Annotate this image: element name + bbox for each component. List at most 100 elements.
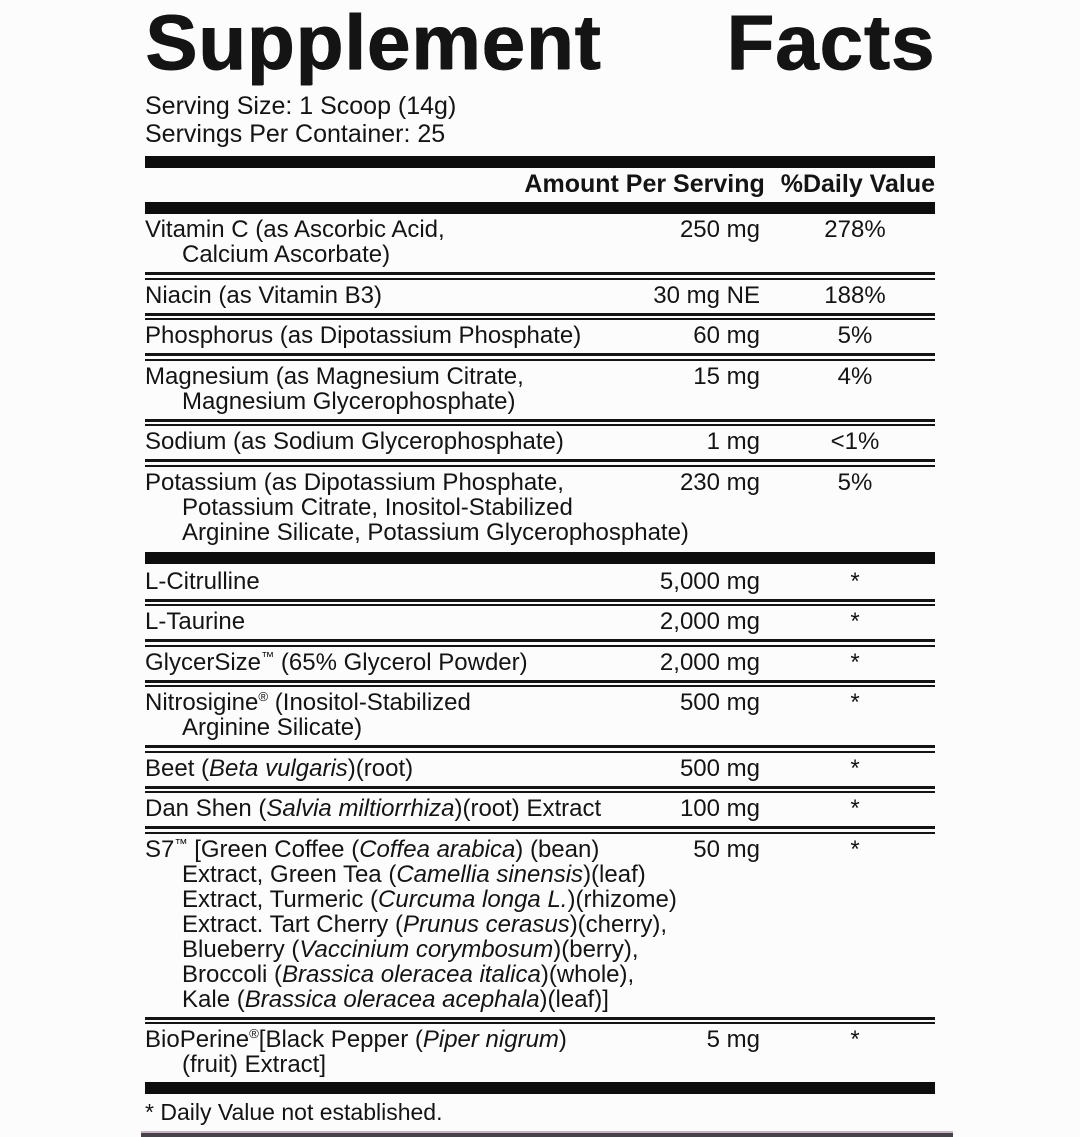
serving-info: Serving Size: 1 Scoop (14g) Servings Per… [145, 92, 935, 148]
ingredient-row: GlycerSize™ (65% Glycerol Powder) 2,000 m… [145, 647, 935, 680]
ingredient-name-line: S7™ [Green Coffee (Coffea arabica) (bean… [145, 835, 935, 863]
ingredient-row: Magnesium (as Magnesium Citrate, Magnesiu… [145, 361, 935, 419]
daily-value: * [850, 835, 860, 863]
ingredient-row: Beet (Beta vulgaris)(root) 500 mg * [145, 753, 935, 786]
daily-value: 5% [837, 322, 873, 349]
ingredient-name: Niacin (as Vitamin B3) [145, 283, 935, 308]
ingredient-name: S7™ [Green Coffee (Coffea arabica) (bean… [145, 835, 935, 1013]
amount-value: 1 mg [706, 428, 760, 455]
page-title: Supplement Facts [145, 2, 935, 82]
name-text: [Green Coffee ( [187, 835, 360, 863]
ingredient-name-line: Vitamin C (as Ascorbic Acid, [145, 217, 935, 242]
name-text: Potassium (as Dipotassium Phosphate, [145, 468, 564, 496]
ingredient-row: Vitamin C (as Ascorbic Acid, Calcium Asco… [145, 214, 935, 272]
name-text: L-Citrulline [145, 567, 260, 595]
name-text: )(root) Extract [454, 795, 602, 822]
ingredient-row: L-Taurine 2,000 mg * [145, 606, 935, 639]
botanical-name: Coffea arabica [359, 835, 516, 863]
label-bottom-edge [141, 1131, 953, 1137]
botanical-name: Vaccinium corymbosum [299, 935, 554, 963]
ingredient-name: L-Citrulline [145, 569, 935, 594]
amount-value: 500 mg [679, 689, 760, 716]
ingredient-row: Potassium (as Dipotassium Phosphate, Pota… [145, 467, 935, 550]
ingredient-name-line: BioPerine®[Black Pepper (Piper nigrum) [145, 1027, 935, 1052]
name-text: L-Taurine [145, 608, 246, 635]
name-text: Extract. Tart Cherry ( [182, 910, 403, 938]
name-text: Nitrosigine [145, 689, 259, 716]
name-text: (Inositol-Stabilized [268, 689, 471, 716]
ingredient-name-line: Beet (Beta vulgaris)(root) [145, 756, 935, 781]
name-text: S7 [145, 835, 175, 863]
botanical-name: Curcuma longa L. [378, 885, 568, 913]
column-header: Amount Per Serving %Daily Value [145, 168, 935, 202]
title-word: Facts [726, 0, 935, 86]
daily-value: * [850, 648, 860, 676]
amount-value: 230 mg [679, 468, 760, 496]
daily-value: 278% [824, 216, 886, 243]
ingredient-name-line: L-Taurine [145, 609, 935, 634]
ingredient-name-line: Calcium Ascorbate) [145, 242, 935, 267]
row-separator [145, 826, 935, 834]
amount-value: 2,000 mg [659, 608, 760, 635]
ingredient-name-line: Dan Shen (Salvia miltiorrhiza)(root) Ext… [145, 796, 935, 821]
ingredient-name: L-Taurine [145, 609, 935, 634]
name-text: Arginine Silicate) [182, 714, 363, 741]
name-text: Magnesium (as Magnesium Citrate, [145, 362, 524, 390]
ingredient-name-line: Nitrosigine® (Inositol-Stabilized [145, 690, 935, 715]
name-text: [Black Pepper ( [258, 1026, 423, 1053]
ingredient-name-line: Extract, Green Tea (Camellia sinensis)(l… [145, 862, 935, 887]
row-separator [145, 418, 935, 426]
amount-value: 30 mg NE [653, 281, 760, 309]
servings-per-container: Servings Per Container: 25 [145, 120, 446, 148]
ingredient-name: Dan Shen (Salvia miltiorrhiza)(root) Ext… [145, 796, 935, 821]
ingredient-name: Phosphorus (as Dipotassium Phosphate) [145, 323, 935, 348]
ingredient-name-line: Arginine Silicate, Potassium Glycerophos… [145, 520, 935, 545]
ingredient-name-line: Potassium Citrate, Inositol-Stabilized [145, 495, 935, 520]
amount-value: 15 mg [693, 362, 760, 390]
amount-value: 2,000 mg [659, 648, 760, 676]
name-text: Sodium (as Sodium Glycerophosphate) [145, 428, 564, 455]
ingredient-name-line: Broccoli (Brassica oleracea italica)(who… [145, 962, 935, 987]
ingredient-name-line: Potassium (as Dipotassium Phosphate, [145, 470, 935, 495]
ingredient-name-line: Phosphorus (as Dipotassium Phosphate) [145, 323, 935, 348]
name-text: Extract, Turmeric ( [182, 885, 379, 913]
row-separator [145, 639, 935, 647]
row-separator [145, 272, 935, 280]
name-text: (65% Glycerol Powder) [274, 648, 528, 676]
botanical-name: Brassica oleracea acephala [244, 985, 540, 1013]
daily-value: 4% [837, 362, 873, 390]
ingredient-name: BioPerine®[Black Pepper (Piper nigrum) (f… [145, 1027, 935, 1077]
daily-value: * [850, 795, 860, 822]
daily-value: 5% [837, 468, 873, 496]
daily-value: * [850, 754, 860, 782]
name-text: )(cherry), [569, 910, 668, 938]
column-daily-value: %Daily Value [780, 170, 935, 198]
amount-value: 5 mg [706, 1026, 760, 1053]
ingredient-name: Nitrosigine® (Inositol-Stabilized Arginin… [145, 690, 935, 740]
amount-value: 500 mg [679, 754, 760, 782]
botanical-name: Prunus cerasus [402, 910, 570, 938]
ingredient-row: Phosphorus (as Dipotassium Phosphate) 60 … [145, 320, 935, 353]
ingredient-name: Vitamin C (as Ascorbic Acid, Calcium Asco… [145, 217, 935, 267]
row-separator [145, 459, 935, 467]
botanical-name: Brassica oleracea italica [282, 960, 541, 988]
amount-value: 250 mg [679, 216, 760, 243]
name-text: Niacin (as Vitamin B3) [145, 281, 382, 309]
ingredient-name-line: Extract, Turmeric (Curcuma longa L.)(rhi… [145, 887, 935, 912]
divider-bar [145, 202, 935, 214]
ingredient-table: Vitamin C (as Ascorbic Acid, Calcium Asco… [145, 214, 935, 1082]
ingredient-row: Dan Shen (Salvia miltiorrhiza)(root) Ext… [145, 793, 935, 826]
name-text: Extract, Green Tea ( [182, 860, 397, 888]
name-text: )(leaf) [583, 860, 646, 888]
row-separator [145, 598, 935, 606]
name-text: Magnesium Glycerophosphate) [182, 387, 516, 415]
botanical-name: Piper nigrum [422, 1026, 559, 1053]
ingredient-row: Nitrosigine® (Inositol-Stabilized Arginin… [145, 687, 935, 745]
amount-value: 5,000 mg [659, 567, 760, 595]
name-text: ® [258, 689, 269, 704]
name-text: ™ [261, 648, 275, 664]
title-word: Supplement [145, 0, 602, 86]
ingredient-name-line: Magnesium Glycerophosphate) [145, 389, 935, 414]
name-text: ™ [174, 835, 188, 851]
row-separator [145, 745, 935, 753]
